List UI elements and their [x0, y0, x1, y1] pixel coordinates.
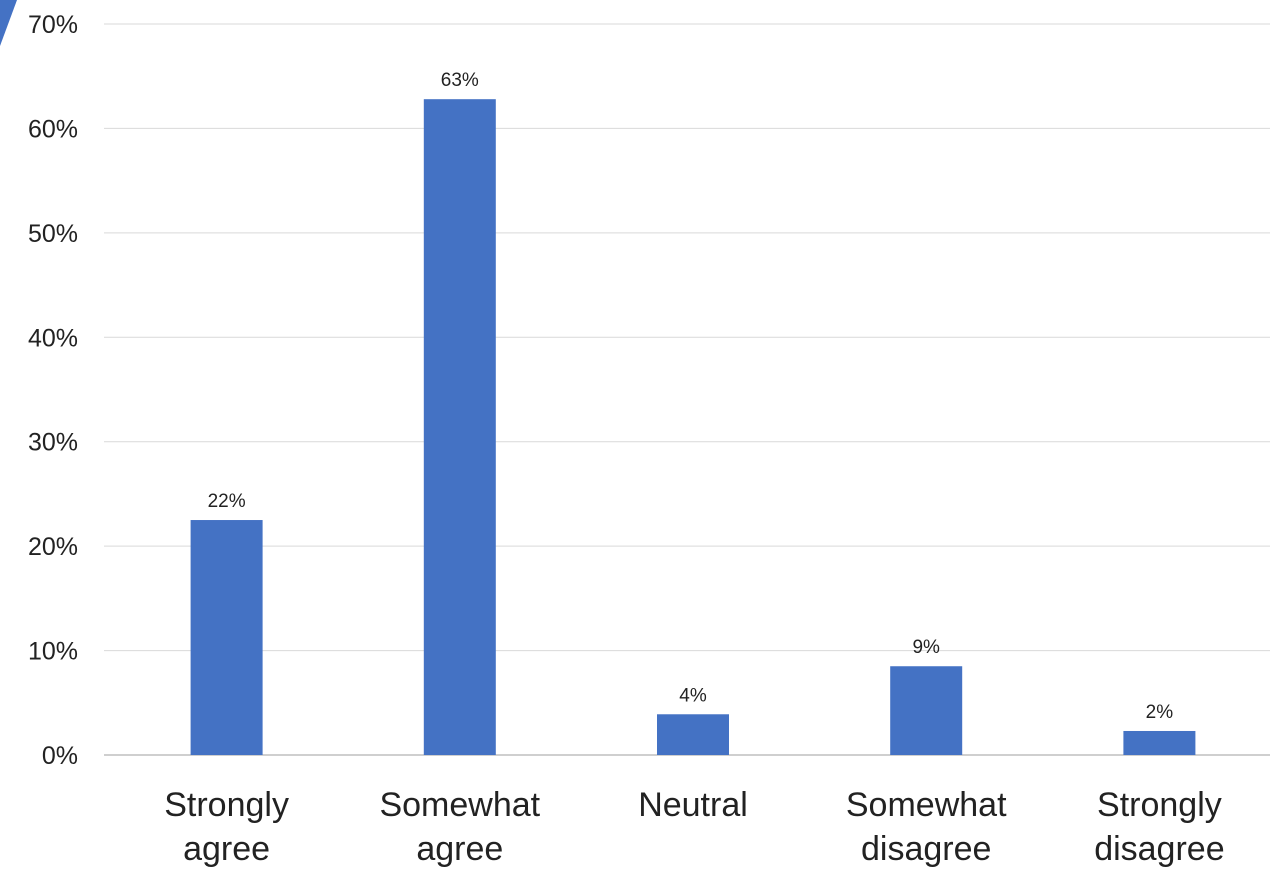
x-tick-label: Somewhat disagree: [846, 786, 1007, 868]
x-tick-label: Neutral: [638, 786, 748, 824]
bar: [423, 99, 496, 755]
bars: [190, 99, 1196, 755]
y-tick-label: 30%: [28, 429, 78, 457]
bar: [657, 714, 729, 755]
y-tick-label: 40%: [28, 324, 78, 352]
x-axis-tick-labels: Strongly agree Somewhat agree Neutral Somewha…: [164, 786, 1224, 868]
y-tick-label: 70%: [28, 11, 78, 39]
x-tick-label: Strongly agree: [164, 786, 289, 868]
x-tick-label: Strongly disagree: [1094, 786, 1224, 868]
y-tick-label: 10%: [28, 638, 78, 666]
data-label: 63%: [441, 70, 479, 91]
y-tick-label: 20%: [28, 533, 78, 561]
y-tick-label: 60%: [28, 115, 78, 143]
gridlines: [104, 23, 1270, 756]
data-label: 4%: [679, 685, 707, 706]
corner-accent-shape: [0, 0, 17, 46]
y-axis-tick-labels: 0% 10% 20% 30% 40% 50% 60% 70%: [28, 11, 78, 770]
bar: [190, 520, 263, 755]
bar: [890, 666, 963, 755]
data-label: 22%: [208, 491, 246, 512]
y-tick-label: 50%: [28, 220, 78, 248]
data-label: 2%: [1146, 702, 1174, 723]
x-tick-label: Somewhat agree: [379, 786, 540, 868]
bar: [1123, 730, 1196, 755]
data-label: 9%: [912, 637, 940, 658]
y-tick-label: 0%: [42, 742, 78, 770]
data-labels: 22% 63% 4% 9% 2%: [208, 70, 1174, 723]
